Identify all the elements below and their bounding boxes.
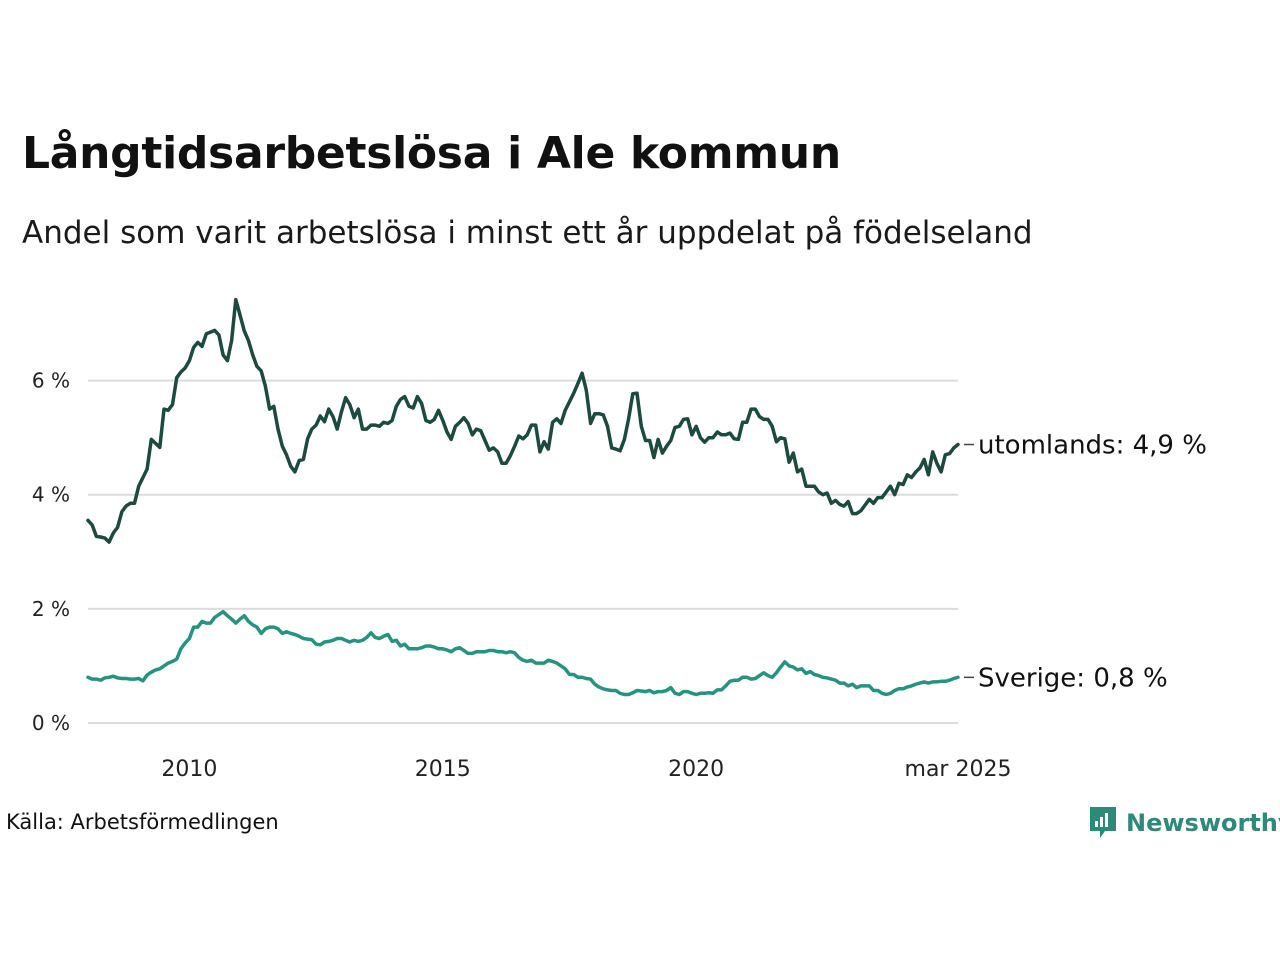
y-tick-label: 2 %: [32, 597, 70, 621]
chart-subtitle: Andel som varit arbetslösa i minst ett å…: [22, 215, 1033, 251]
series-lines: [86, 297, 960, 697]
series-end-label-sverige: Sverige: 0,8 %: [978, 663, 1168, 693]
series-line-sverige: [86, 609, 960, 697]
series-end-labels: utomlands: 4,9 % Sverige: 0,8 %: [964, 431, 1207, 693]
newsworthy-icon: [1090, 807, 1116, 838]
x-tick-label: mar 2025: [905, 757, 1012, 782]
grid-lines: [88, 379, 958, 724]
y-tick-label: 4 %: [32, 483, 70, 507]
series-line-utomlands: [86, 297, 960, 544]
chart-title: Långtidsarbetslösa i Ale kommun: [22, 128, 841, 179]
x-tick-label: 2015: [415, 757, 471, 782]
x-axis-ticks: 2010 2015 2020 mar 2025: [161, 757, 1011, 782]
x-tick-label: 2010: [161, 757, 217, 782]
x-tick-label: 2020: [668, 757, 724, 782]
brand-logo: Newsworthy: [1088, 803, 1280, 843]
source-note: Källa: Arbetsförmedlingen: [6, 810, 279, 834]
y-tick-label: 0 %: [32, 711, 70, 735]
y-tick-label: 6 %: [32, 369, 70, 393]
brand-name: Newsworthy: [1126, 809, 1280, 837]
y-axis-ticks: 0 % 2 % 4 % 6 %: [32, 369, 70, 735]
series-end-label-utomlands: utomlands: 4,9 %: [978, 431, 1207, 461]
